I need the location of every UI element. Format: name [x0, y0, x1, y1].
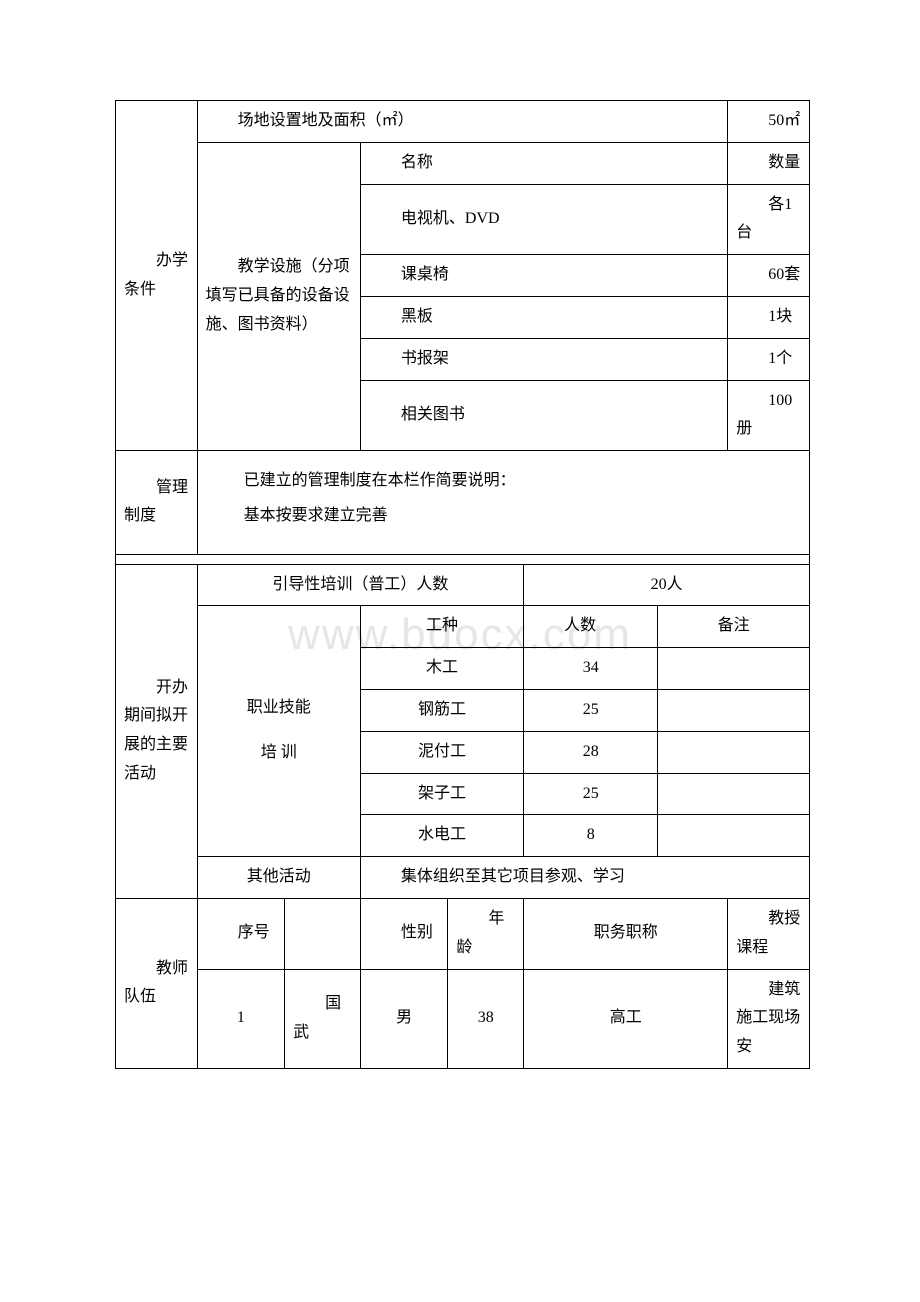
job-type: 泥付工 — [360, 731, 523, 773]
venue-label: 场地设置地及面积（㎡） — [197, 101, 728, 143]
venue-value: 50㎡ — [728, 101, 810, 143]
management-header: 管理制度 — [116, 451, 198, 554]
job-header: 工种 — [360, 606, 523, 648]
col-seq: 序号 — [197, 898, 284, 969]
job-type: 钢筋工 — [360, 689, 523, 731]
job-count: 8 — [524, 815, 658, 857]
teacher-title: 高工 — [524, 969, 728, 1068]
facility-qty: 60套 — [728, 255, 810, 297]
management-line1: 已建立的管理制度在本栏作简要说明： — [212, 463, 795, 498]
vocational-label-1: 职业技能 — [206, 686, 352, 731]
job-remark — [658, 648, 810, 690]
job-remark — [658, 773, 810, 815]
form-table: 办学条件 场地设置地及面积（㎡） 50㎡ 教学设施（分项填写已具备的设备设施、图… — [115, 100, 810, 1069]
job-type: 架子工 — [360, 773, 523, 815]
job-count: 28 — [524, 731, 658, 773]
facility-name: 电视机、DVD — [360, 184, 727, 255]
job-type: 木工 — [360, 648, 523, 690]
vocational-label-2: 培 训 — [206, 731, 352, 776]
facility-name: 相关图书 — [360, 380, 727, 451]
facility-name: 书报架 — [360, 338, 727, 380]
management-line2: 基本按要求建立完善 — [212, 498, 795, 533]
job-type: 水电工 — [360, 815, 523, 857]
job-remark — [658, 689, 810, 731]
facility-name: 课桌椅 — [360, 255, 727, 297]
school-conditions-header: 办学条件 — [116, 101, 198, 451]
teacher-gender: 男 — [360, 969, 447, 1068]
job-remark — [658, 815, 810, 857]
facility-qty: 1个 — [728, 338, 810, 380]
activities-header: 开办期间拟开展的主要活动 — [116, 564, 198, 898]
remark-header: 备注 — [658, 606, 810, 648]
guide-label: 引导性培训（普工）人数 — [197, 564, 524, 606]
col-name — [285, 898, 361, 969]
job-count: 25 — [524, 689, 658, 731]
facility-qty: 各1台 — [728, 184, 810, 255]
guide-value: 20人 — [524, 564, 810, 606]
facility-name: 黑板 — [360, 296, 727, 338]
vocational-label: 职业技能 培 训 — [197, 606, 360, 857]
management-body: 已建立的管理制度在本栏作简要说明： 基本按要求建立完善 — [197, 451, 809, 554]
teacher-name: 国武 — [285, 969, 361, 1068]
facilities-qty-header: 数量 — [728, 142, 810, 184]
job-count: 25 — [524, 773, 658, 815]
other-value: 集体组织至其它项目参观、学习 — [360, 857, 809, 899]
teacher-seq: 1 — [197, 969, 284, 1068]
facility-qty: 1块 — [728, 296, 810, 338]
teacher-age: 38 — [448, 969, 524, 1068]
facilities-label: 教学设施（分项填写已具备的设备设施、图书资料） — [197, 142, 360, 450]
col-title: 职务职称 — [524, 898, 728, 969]
col-age: 年龄 — [448, 898, 524, 969]
col-course: 教授课程 — [728, 898, 810, 969]
facility-qty: 100册 — [728, 380, 810, 451]
count-header: 人数 — [524, 606, 658, 648]
other-label: 其他活动 — [197, 857, 360, 899]
job-count: 34 — [524, 648, 658, 690]
facilities-name-header: 名称 — [360, 142, 727, 184]
job-remark — [658, 731, 810, 773]
teacher-course: 建筑施工现场安 — [728, 969, 810, 1068]
col-gender: 性别 — [360, 898, 447, 969]
teachers-header: 教师队伍 — [116, 898, 198, 1068]
